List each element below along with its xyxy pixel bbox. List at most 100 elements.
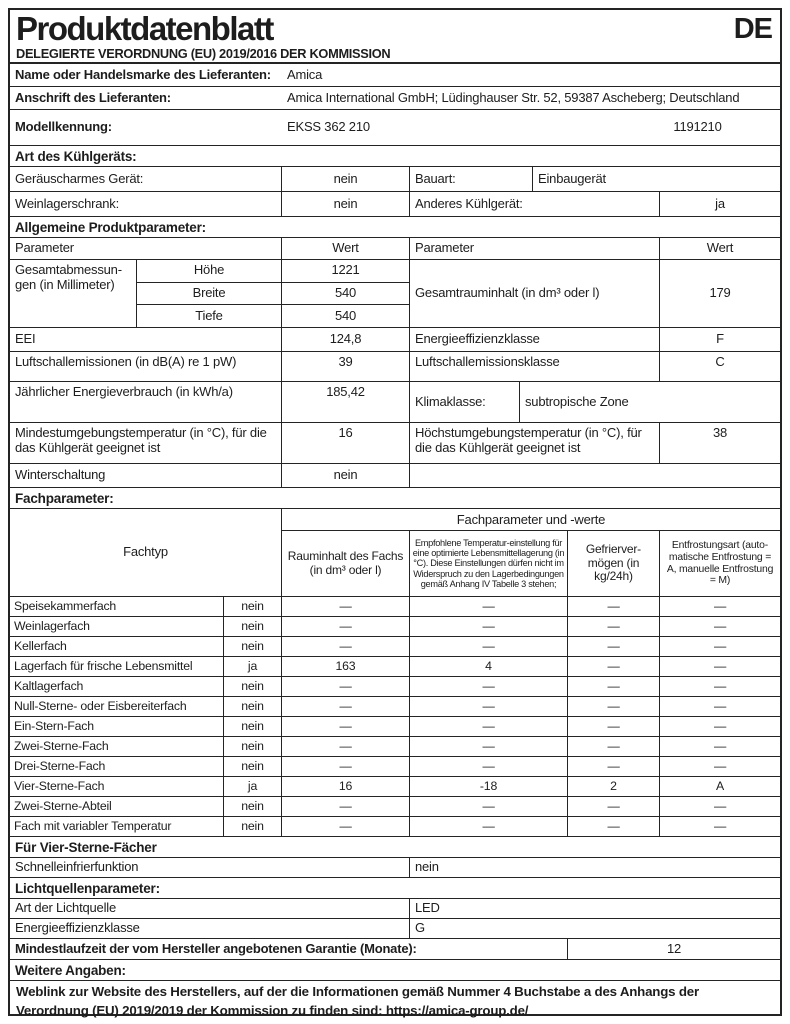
supplier-address-value: Amica International GmbH; Lüdinghauser S… xyxy=(287,89,740,105)
compartment-freeze: — xyxy=(568,817,660,836)
compartment-freeze: — xyxy=(568,657,660,676)
compartment-present: nein xyxy=(224,677,282,696)
compartment-row-two-star: Zwei-Sterne-Fach nein — — — — xyxy=(10,737,780,757)
climate-class-value: subtropische Zone xyxy=(525,393,629,409)
compartment-row-zero-star: Null-Sterne- oder Eisbereiterfach nein —… xyxy=(10,697,780,717)
compartment-temp: — xyxy=(410,757,568,776)
model-number: 1191210 xyxy=(673,119,722,135)
compartments-section-title: Fachparameter: xyxy=(15,490,114,506)
light-class-row: Energieeffizienzklasse G xyxy=(10,919,780,939)
compartment-freeze: — xyxy=(568,637,660,656)
compartment-label: Vier-Sterne-Fach xyxy=(10,777,224,796)
compartment-row-one-star: Ein-Stern-Fach nein — — — — xyxy=(10,717,780,737)
warranty-value: 12 xyxy=(666,940,682,956)
light-type-row: Art der Lichtquelle LED xyxy=(10,899,780,919)
other-appliance-label: Anderes Kühlgerät: xyxy=(410,192,660,216)
annual-energy-label: Jährlicher Energieverbrauch (in kWh/a) xyxy=(10,382,282,422)
compartment-volume: 163 xyxy=(282,657,410,676)
compartment-temp: 4 xyxy=(410,657,568,676)
dimensions-label: Gesamtabmessun- gen (in Millimeter) xyxy=(10,260,137,327)
compartment-label: Ein-Stern-Fach xyxy=(10,717,224,736)
compartment-temp: — xyxy=(410,597,568,616)
compartments-section-header: Fachparameter: xyxy=(10,488,780,509)
compartment-present: nein xyxy=(224,737,282,756)
quiet-appliance-label: Geräuscharmes Gerät: xyxy=(10,167,282,191)
compartment-freeze: — xyxy=(568,617,660,636)
model-value: EKSS 362 210 xyxy=(287,119,370,135)
compartment-defrost: — xyxy=(713,739,727,754)
compartments-subheaders: Rauminhalt des Fachs (in dm³ oder l) Emp… xyxy=(282,531,780,596)
col-freezing-capacity: Gefrierver­mögen (in kg/24h) xyxy=(568,531,660,596)
compartment-defrost: — xyxy=(713,799,727,814)
compartment-temp: — xyxy=(410,677,568,696)
fast-freeze-value: nein xyxy=(415,859,439,875)
type-row-2: Weinlagerschrank: nein Anderes Kühlgerät… xyxy=(10,192,780,217)
compartment-temp: — xyxy=(410,797,568,816)
winter-setting-value: nein xyxy=(282,464,410,487)
winter-setting-row: Winterschaltung nein xyxy=(10,464,780,488)
compartment-volume: — xyxy=(282,637,410,656)
compartment-present: nein xyxy=(224,697,282,716)
ambient-temperature-row: Mindestumgebungstemperatur (in °C), für … xyxy=(10,423,780,464)
four-star-section-header: Für Vier-Sterne-Fächer xyxy=(10,837,780,858)
compartment-present: nein xyxy=(224,637,282,656)
design-value: Einbaugerät xyxy=(538,170,606,186)
compartment-volume: — xyxy=(282,737,410,756)
supplier-name-label: Name oder Handelsmarke des Lieferanten: xyxy=(15,66,271,82)
compartment-row-fresh-food: Lagerfach für frische Lebensmittel ja 16… xyxy=(10,657,780,677)
type-row-1: Geräuscharmes Gerät: nein Bauart: Einbau… xyxy=(10,167,780,192)
wine-storage-value: nein xyxy=(282,192,410,216)
compartment-label: Drei-Sterne-Fach xyxy=(10,757,224,776)
eei-value: 124,8 xyxy=(282,328,410,351)
col-parameter-left: Parameter xyxy=(10,238,282,259)
additional-section-title: Weitere Angaben: xyxy=(15,962,126,978)
compartment-volume: — xyxy=(282,797,410,816)
compartment-temp: — xyxy=(410,717,568,736)
other-appliance-value: ja xyxy=(715,195,725,211)
product-datasheet: Produktdatenblatt DE DELEGIERTE VERORDNU… xyxy=(8,8,782,1018)
compartment-freeze: — xyxy=(568,797,660,816)
compartment-volume: — xyxy=(282,717,410,736)
compartment-defrost: — xyxy=(713,659,727,674)
compartment-defrost: — xyxy=(713,599,727,614)
compartment-temp: — xyxy=(410,817,568,836)
compartment-temp: -18 xyxy=(410,777,568,796)
weblink-row: Weblink zur Website des Herstellers, auf… xyxy=(10,981,780,1022)
col-compartment-type: Fachtyp xyxy=(10,509,282,596)
energy-class-value: F xyxy=(716,331,724,347)
compartment-row-chill: Kaltlagerfach nein — — — — xyxy=(10,677,780,697)
fast-freeze-row: Schnelleinfrierfunktion nein xyxy=(10,858,780,878)
compartments-header-right: Fachparameter und -werte Rauminhalt des … xyxy=(282,509,780,596)
supplier-address-label: Anschrift des Lieferanten: xyxy=(15,89,171,105)
compartment-freeze: — xyxy=(568,677,660,696)
general-section-title: Allgemeine Produktparameter: xyxy=(15,219,206,235)
width-value: 540 xyxy=(282,282,410,305)
regulation-subtitle: DELEGIERTE VERORDNUNG (EU) 2019/2016 DER… xyxy=(16,46,391,61)
light-section-title: Lichtquellenparameter: xyxy=(15,880,160,896)
supplier-name-value: Amica xyxy=(287,66,323,82)
supplier-name-row: Name oder Handelsmarke des Lieferanten: … xyxy=(10,64,780,87)
compartment-label: Kaltlagerfach xyxy=(10,677,224,696)
compartment-row-variable-temp: Fach mit variabler Temperatur nein — — —… xyxy=(10,817,780,837)
compartment-present: nein xyxy=(224,797,282,816)
light-class-label: Energieeffizienzklasse xyxy=(10,919,410,938)
compartment-defrost: — xyxy=(713,699,727,714)
col-recommended-temp: Empfohlene Temperatur-einstellung für ei… xyxy=(410,531,568,596)
compartment-freeze: — xyxy=(568,697,660,716)
design-label: Bauart: xyxy=(410,167,533,191)
light-type-label: Art der Lichtquelle xyxy=(10,899,410,918)
eei-row: EEI 124,8 Energieeffizienzklasse F xyxy=(10,328,780,352)
compartment-label: Speisekammerfach xyxy=(10,597,224,616)
type-section-header: Art des Kühlgeräts: xyxy=(10,146,780,167)
compartment-label: Null-Sterne- oder Eisbereiterfach xyxy=(10,697,224,716)
height-label: Höhe xyxy=(137,260,282,282)
col-defrost-type: Entfrostungsart (auto­matische Entfrostu… xyxy=(666,539,774,587)
wine-storage-label: Weinlagerschrank: xyxy=(10,192,282,216)
compartment-defrost: A xyxy=(715,779,724,794)
min-temp-value: 16 xyxy=(282,423,410,463)
model-row: Modellkennung: EKSS 362 210 1191210 xyxy=(10,110,780,146)
compartment-label: Weinlagerfach xyxy=(10,617,224,636)
depth-value: 540 xyxy=(282,305,410,328)
compartment-volume: — xyxy=(282,817,410,836)
compartment-volume: — xyxy=(282,697,410,716)
